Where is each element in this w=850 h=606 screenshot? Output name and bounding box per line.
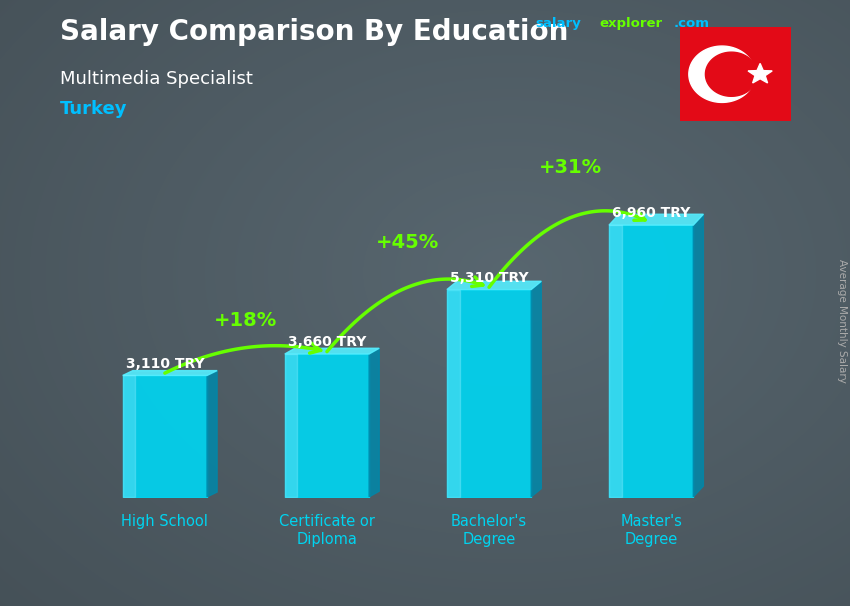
Polygon shape: [694, 215, 704, 497]
Text: Salary Comparison By Education: Salary Comparison By Education: [60, 18, 568, 46]
Polygon shape: [369, 348, 379, 497]
Text: +45%: +45%: [377, 233, 439, 251]
Polygon shape: [706, 52, 757, 96]
Text: 6,960 TRY: 6,960 TRY: [612, 207, 690, 221]
Polygon shape: [207, 371, 217, 497]
Text: +18%: +18%: [214, 311, 278, 330]
Text: salary: salary: [536, 17, 581, 30]
Text: .com: .com: [674, 17, 710, 30]
Text: 3,660 TRY: 3,660 TRY: [288, 335, 366, 349]
Polygon shape: [122, 371, 217, 376]
Polygon shape: [285, 348, 379, 354]
Polygon shape: [609, 215, 704, 225]
Text: explorer: explorer: [599, 17, 662, 30]
Polygon shape: [748, 64, 772, 83]
Text: 5,310 TRY: 5,310 TRY: [450, 271, 529, 285]
Polygon shape: [688, 46, 755, 102]
Text: +31%: +31%: [539, 158, 602, 178]
Text: Turkey: Turkey: [60, 100, 127, 118]
Polygon shape: [531, 281, 541, 497]
Text: Multimedia Specialist: Multimedia Specialist: [60, 70, 252, 88]
Polygon shape: [447, 281, 541, 290]
Text: Average Monthly Salary: Average Monthly Salary: [837, 259, 847, 383]
Text: 3,110 TRY: 3,110 TRY: [126, 357, 204, 371]
